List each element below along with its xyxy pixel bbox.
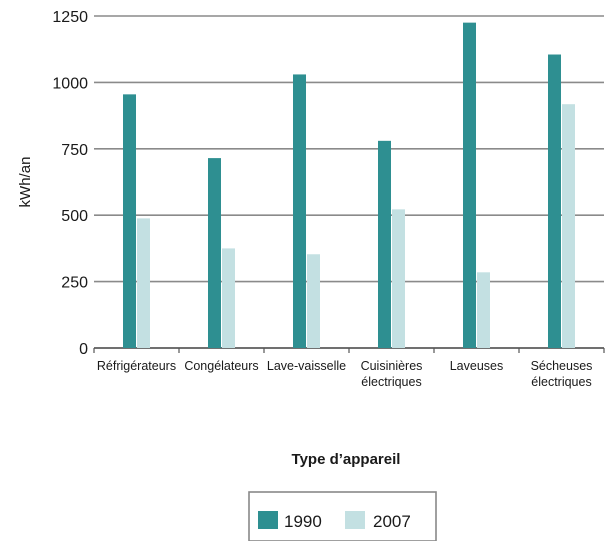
y-tick-label: 250 xyxy=(61,275,88,292)
x-tick-label-line: Lave-vaisselle xyxy=(267,359,346,373)
bar-1990 xyxy=(378,140,391,348)
x-tick-label-line: électriques xyxy=(531,375,591,389)
y-tick-label: 750 xyxy=(61,142,88,159)
x-tick-label: Cuisinières électriques xyxy=(361,359,423,389)
bar-2007 xyxy=(307,254,320,348)
bar-1990 xyxy=(208,158,221,348)
bar-2007 xyxy=(477,272,490,348)
bar-2007 xyxy=(137,218,150,348)
x-tick-label-line: Réfrigérateurs xyxy=(97,359,176,373)
x-tick-label-line: Congélateurs xyxy=(184,359,258,373)
legend-box xyxy=(248,491,437,542)
legend-swatch-1990 xyxy=(258,511,278,529)
x-tick-label: Congélateurs xyxy=(184,359,258,373)
y-tick-label: 0 xyxy=(79,341,88,358)
x-tick-label: Sécheuses électriques xyxy=(531,359,593,389)
bar-2007 xyxy=(392,209,405,348)
y-tick-label: 500 xyxy=(61,208,88,225)
x-tick-label: Laveuses xyxy=(450,359,504,373)
bar-1990 xyxy=(123,94,136,349)
legend-swatch-2007 xyxy=(345,511,365,529)
bar-1990 xyxy=(463,22,476,348)
x-tick-label: Réfrigérateurs xyxy=(97,359,176,373)
legend-label-1990: 1990 xyxy=(284,512,322,531)
y-tick-label: 1250 xyxy=(52,9,88,26)
x-tick-label-line: Laveuses xyxy=(450,359,504,373)
x-tick-label-line: Sécheuses xyxy=(531,359,593,373)
x-axis-title: Type d’appareil xyxy=(292,451,401,468)
y-tick-label: 1000 xyxy=(52,75,88,92)
x-tick-label-line: électriques xyxy=(361,375,421,389)
bar-2007 xyxy=(562,104,575,348)
bar-1990 xyxy=(293,74,306,348)
legend-label-2007: 2007 xyxy=(373,512,411,531)
bar-1990 xyxy=(548,54,561,349)
y-axis-label: kWh/an xyxy=(17,157,34,208)
bar-2007 xyxy=(222,248,235,348)
x-tick-label-line: Cuisinières xyxy=(361,359,423,373)
x-tick-label: Lave-vaisselle xyxy=(267,359,346,373)
